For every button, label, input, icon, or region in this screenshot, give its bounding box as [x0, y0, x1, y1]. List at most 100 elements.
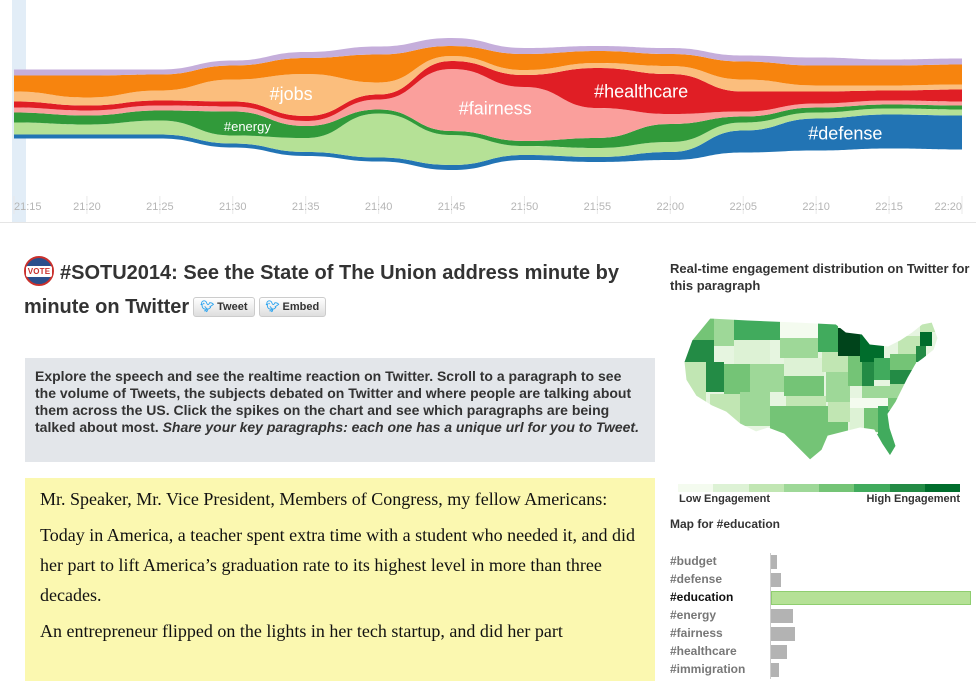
time-axis-label: 21:35 [292, 201, 320, 213]
topic-label[interactable]: #healthcare [670, 644, 737, 658]
twitter-bird-icon: 🐦︎ [200, 301, 215, 313]
topic-row-fairness[interactable]: #fairness [670, 625, 976, 643]
state-tn[interactable] [850, 398, 894, 408]
state-il[interactable] [848, 356, 862, 386]
state-fl[interactable] [874, 434, 898, 460]
state-mn[interactable] [818, 320, 838, 352]
speech-paragraph[interactable]: Mr. Speaker, Mr. Vice President, Members… [40, 489, 608, 509]
topic-label[interactable]: #fairness [670, 626, 723, 640]
topic-row-immigration[interactable]: #immigration [670, 661, 976, 679]
time-axis-label: 21:50 [511, 201, 539, 213]
tweet-button-label: Tweet [217, 301, 248, 313]
legend-swatch [678, 484, 714, 492]
state-nj[interactable] [916, 346, 926, 362]
legend-swatch [748, 484, 784, 492]
page-title: #SOTU2014: See the State of The Union ad… [24, 256, 654, 324]
state-or[interactable] [684, 340, 714, 362]
stream-label: #fairness [459, 98, 532, 118]
topic-bar[interactable] [771, 609, 793, 623]
time-axis-label: 21:55 [584, 201, 612, 213]
state-ny[interactable] [898, 336, 920, 354]
state-ga[interactable] [878, 406, 894, 434]
time-axis-label: 21:15 [14, 201, 42, 213]
stream-layer-education[interactable] [14, 108, 962, 166]
stream-layer-immigration[interactable] [14, 38, 962, 76]
topic-label[interactable]: #education [670, 590, 734, 604]
us-engagement-map[interactable] [676, 310, 966, 470]
state-ne[interactable] [784, 358, 824, 376]
state-nd[interactable] [780, 320, 818, 338]
twitter-bird-icon: 🐦︎ [265, 301, 280, 313]
state-ms[interactable] [850, 408, 864, 432]
topic-row-budget[interactable]: #budget [670, 553, 976, 571]
state-nm[interactable] [740, 392, 770, 426]
topic-row-healthcare[interactable]: #healthcare [670, 643, 976, 661]
legend-high-label: High Engagement [866, 493, 960, 505]
time-axis-label: 22:00 [657, 201, 685, 213]
state-wa[interactable] [684, 316, 714, 340]
state-ar[interactable] [828, 402, 850, 422]
state-co[interactable] [750, 364, 784, 392]
stream-layer-budget[interactable] [14, 46, 962, 98]
topic-row-energy[interactable]: #energy [670, 607, 976, 625]
state-ks[interactable] [784, 376, 824, 396]
topic-axis [770, 571, 771, 589]
state-id[interactable] [714, 316, 734, 346]
topic-label[interactable]: #defense [670, 572, 723, 586]
time-axis-label: 21:40 [365, 201, 393, 213]
tweet-button[interactable]: 🐦︎ Tweet [193, 297, 255, 317]
stream-layer-jobs[interactable] [14, 56, 962, 116]
state-az[interactable] [710, 394, 740, 426]
streamgraph-svg[interactable]: #energy #jobs #fairness #healthcare #defense… [0, 0, 976, 222]
state-ky[interactable] [862, 386, 892, 398]
topic-label[interactable]: #immigration [670, 662, 746, 676]
intro-emphasis: Share your key paragraphs: each one has … [162, 419, 639, 435]
topic-bar[interactable] [771, 555, 777, 569]
stream-layer-fairness[interactable] [14, 69, 962, 141]
state-nv[interactable] [706, 362, 724, 392]
state-oh[interactable] [874, 358, 890, 380]
intro-text: Explore the speech and see the realtime … [35, 368, 632, 435]
topic-streamgraph[interactable]: #energy #jobs #fairness #healthcare #defense… [0, 0, 976, 222]
state-wy[interactable] [734, 340, 770, 364]
topic-bar[interactable] [771, 627, 795, 641]
map-topic-title: Map for #education [670, 517, 781, 531]
topic-row-education[interactable]: #education [670, 589, 976, 607]
state-ia[interactable] [822, 352, 848, 372]
topic-bar-list[interactable]: #budget #defense #education #energy #fairnes… [670, 553, 976, 679]
topic-row-defense[interactable]: #defense [670, 571, 976, 589]
state-in[interactable] [862, 362, 874, 386]
state-ma[interactable] [920, 332, 932, 346]
intro-box: Explore the speech and see the realtime … [25, 358, 655, 462]
state-mo[interactable] [826, 372, 850, 402]
state-mt[interactable] [734, 316, 780, 340]
time-axis-label: 22:10 [802, 201, 830, 213]
embed-button[interactable]: 🐦︎ Embed [258, 297, 327, 317]
us-outline [683, 317, 939, 461]
speech-paragraph-panel[interactable]: Mr. Speaker, Mr. Vice President, Members… [25, 478, 655, 681]
state-al[interactable] [864, 408, 878, 432]
stream-layer-defense[interactable] [14, 114, 962, 171]
stream-layer-healthcare[interactable] [14, 61, 962, 121]
speech-paragraph[interactable]: An entrepreneur flipped on the lights in… [40, 621, 563, 641]
embed-button-label: Embed [282, 301, 320, 313]
topic-label[interactable]: #energy [670, 608, 717, 622]
speech-paragraph[interactable]: Today in America, a teacher spent extra … [40, 525, 636, 605]
topic-label[interactable]: #budget [670, 554, 717, 568]
topic-bar[interactable] [771, 573, 781, 587]
state-sd[interactable] [780, 338, 818, 358]
time-axis-label: 22:15 [875, 201, 903, 213]
topic-bar[interactable] [771, 645, 787, 659]
state-ca[interactable] [684, 362, 706, 406]
state-ut[interactable] [724, 364, 750, 394]
time-axis-label: 21:30 [219, 201, 247, 213]
state-tiles[interactable] [676, 310, 966, 470]
stream-layer-energy[interactable] [14, 104, 962, 149]
topic-axis [770, 607, 771, 625]
state-pa[interactable] [890, 354, 916, 370]
time-axis-label: 22:05 [729, 201, 757, 213]
topic-bar[interactable] [771, 663, 779, 677]
time-axis-label: 22:20 [934, 201, 962, 213]
state-wi[interactable] [838, 328, 860, 356]
topic-bar[interactable] [771, 591, 971, 605]
